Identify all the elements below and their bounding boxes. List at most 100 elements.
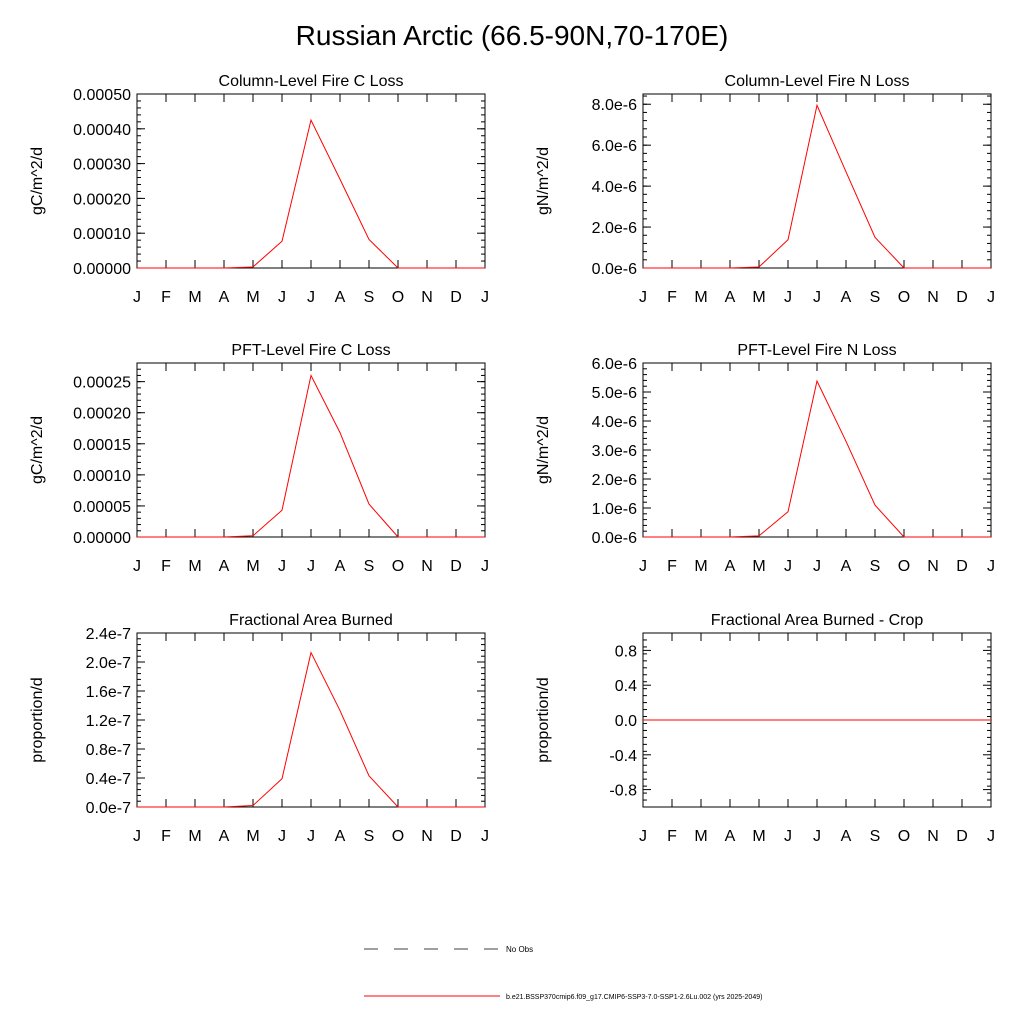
x-tick-label: O — [392, 558, 404, 575]
y-tick-label: 1.2e-7 — [86, 713, 131, 730]
x-tick-label: D — [450, 828, 462, 845]
x-tick-label: J — [784, 828, 792, 845]
x-tick-label: J — [987, 289, 995, 306]
x-tick-label: M — [694, 558, 707, 575]
x-tick-label: J — [639, 289, 647, 306]
y-tick-label: 2.0e-6 — [592, 220, 637, 237]
y-tick-label: 0.00010 — [73, 226, 131, 243]
x-tick-label: O — [898, 558, 910, 575]
y-tick-label: 0.0 — [615, 713, 637, 730]
y-tick-label: 6.0e-6 — [592, 356, 637, 373]
x-tick-label: M — [752, 289, 765, 306]
y-tick-label: 0.4 — [615, 678, 637, 695]
x-tick-label: A — [335, 828, 346, 845]
legend-model-label: b.e21.BSSP370cmip6.f09_g17.CMIP6-SSP3-7.… — [506, 994, 762, 1001]
x-tick-label: F — [667, 828, 677, 845]
panel-title: Fractional Area Burned - Crop — [711, 612, 924, 629]
x-tick-label: N — [421, 289, 433, 306]
x-tick-label: J — [307, 828, 315, 845]
y-tick-label: 0.00020 — [73, 406, 131, 423]
y-axis-label: gC/m^2/d — [29, 416, 46, 484]
x-tick-label: M — [694, 289, 707, 306]
x-tick-label: S — [364, 558, 375, 575]
x-tick-label: M — [188, 558, 201, 575]
x-tick-label: N — [927, 558, 939, 575]
y-tick-label: 0.8e-7 — [86, 742, 131, 759]
x-tick-label: M — [752, 828, 765, 845]
x-tick-label: D — [450, 558, 462, 575]
x-tick-label: A — [841, 828, 852, 845]
y-tick-label: 4.0e-6 — [592, 179, 637, 196]
x-tick-label: D — [956, 558, 968, 575]
series-line-model — [643, 379, 991, 538]
panel-title: Fractional Area Burned — [229, 612, 393, 629]
y-tick-label: 4.0e-6 — [592, 414, 637, 431]
x-tick-label: J — [278, 828, 286, 845]
series-line-model — [643, 103, 991, 269]
y-tick-label: 0.0e-7 — [86, 800, 131, 817]
x-tick-label: O — [392, 289, 404, 306]
x-tick-label: D — [956, 828, 968, 845]
plot-frame — [136, 362, 486, 538]
y-tick-label: 0.00005 — [73, 499, 131, 516]
plot-frame — [642, 93, 992, 269]
x-tick-label: J — [987, 558, 995, 575]
y-tick-label: 0.0e-6 — [592, 530, 637, 547]
x-tick-label: M — [246, 558, 259, 575]
y-tick-label: 5.0e-6 — [592, 385, 637, 402]
x-tick-label: S — [870, 828, 881, 845]
x-tick-label: J — [813, 828, 821, 845]
x-tick-label: J — [639, 828, 647, 845]
y-tick-label: 0.0e-6 — [592, 261, 637, 278]
x-tick-label: A — [335, 289, 346, 306]
y-tick-label: 0.8 — [615, 643, 637, 660]
y-tick-label: 0.00050 — [73, 87, 131, 104]
x-tick-label: S — [870, 558, 881, 575]
x-tick-label: M — [246, 289, 259, 306]
x-tick-label: F — [161, 828, 171, 845]
x-tick-label: N — [421, 828, 433, 845]
y-tick-label: 0.00010 — [73, 468, 131, 485]
y-tick-label: 6.0e-6 — [592, 138, 637, 155]
panel-title: PFT-Level Fire C Loss — [231, 342, 390, 359]
x-tick-label: J — [278, 558, 286, 575]
y-tick-label: 0.00000 — [73, 261, 131, 278]
y-tick-label: 8.0e-6 — [592, 97, 637, 114]
y-tick-label: -0.4 — [609, 748, 637, 765]
x-tick-label: D — [956, 289, 968, 306]
series-line-model — [137, 118, 485, 269]
panel-title: Column-Level Fire C Loss — [219, 73, 404, 90]
x-tick-label: O — [898, 828, 910, 845]
x-tick-label: J — [133, 558, 141, 575]
y-tick-label: 1.0e-6 — [592, 501, 637, 518]
y-axis-label: proportion/d — [29, 677, 46, 762]
y-tick-label: 0.4e-7 — [86, 771, 131, 788]
chart-panel-6: Fractional Area Burned - Crop proportion/… — [535, 612, 995, 845]
x-tick-label: A — [219, 828, 230, 845]
x-tick-label: J — [813, 289, 821, 306]
x-tick-label: F — [667, 558, 677, 575]
x-tick-label: A — [841, 289, 852, 306]
y-tick-label: 3.0e-6 — [592, 443, 637, 460]
x-tick-label: J — [481, 828, 489, 845]
x-tick-label: A — [219, 289, 230, 306]
y-tick-label: -0.8 — [609, 783, 637, 800]
x-tick-label: M — [188, 289, 201, 306]
y-axis-label: gN/m^2/d — [535, 147, 552, 215]
y-axis-label: gC/m^2/d — [29, 147, 46, 215]
x-tick-label: J — [481, 289, 489, 306]
x-tick-label: O — [392, 828, 404, 845]
x-tick-label: A — [219, 558, 230, 575]
x-tick-label: A — [725, 289, 736, 306]
legend: No Obs b.e21.BSSP370cmip6.f09_g17.CMIP6-S… — [364, 945, 762, 1001]
y-tick-label: 2.4e-7 — [86, 626, 131, 643]
x-tick-label: M — [188, 828, 201, 845]
x-tick-label: J — [307, 289, 315, 306]
x-tick-label: A — [841, 558, 852, 575]
x-tick-label: N — [421, 558, 433, 575]
y-tick-label: 0.00000 — [73, 530, 131, 547]
plot-frame — [642, 362, 992, 538]
series-line-model — [137, 651, 485, 808]
